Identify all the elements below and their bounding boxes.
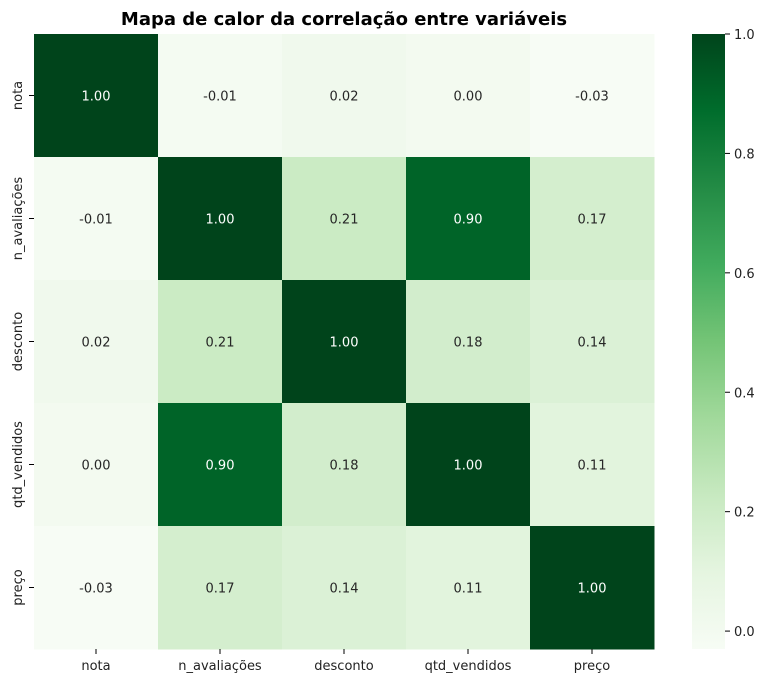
heatmap-cell [34, 526, 159, 650]
heatmap-cell [158, 280, 283, 404]
heatmap-cell [158, 157, 283, 281]
y-axis-tick-label: preço [11, 569, 26, 605]
cell-value-label: 0.00 [454, 90, 483, 105]
colorbar [692, 34, 725, 649]
heatmap-cell [530, 157, 655, 281]
cell-value-label: 0.90 [454, 213, 483, 228]
cell-value-label: -0.01 [79, 213, 113, 228]
x-axis-tick-label: qtd_vendidos [425, 659, 512, 674]
cell-value-label: 0.02 [82, 336, 111, 351]
colorbar-tick-labels: 0.0 0.2 0.4 0.6 0.8 1.0 [725, 28, 755, 640]
colorbar-tick-label: 0.4 [734, 386, 755, 401]
cell-value-label: 0.11 [454, 582, 483, 597]
cell-value-label: 0.21 [206, 336, 235, 351]
cell-value-label: 1.00 [206, 213, 235, 228]
heatmap-cell [530, 526, 655, 650]
heatmap-cell [282, 34, 407, 158]
heatmap-cell [406, 526, 531, 650]
x-axis-tick-label: n_avaliações [178, 659, 262, 674]
cell-value-label: 0.00 [82, 459, 111, 474]
heatmap-cell [406, 403, 531, 527]
y-axis-tick-label: qtd_vendidos [11, 421, 26, 508]
heatmap-cell [406, 157, 531, 281]
colorbar-tick-label: 1.0 [734, 28, 755, 43]
colorbar-tick-label: 0.8 [734, 147, 755, 162]
chart-title: Mapa de calor da correlação entre variáv… [121, 9, 567, 30]
colorbar-tick-label: 0.2 [734, 506, 755, 521]
cell-value-label: -0.03 [79, 582, 113, 597]
heatmap-cell [406, 34, 531, 158]
cell-value-label: -0.01 [203, 90, 237, 105]
cell-value-label: 0.14 [330, 582, 359, 597]
heatmap-cell [158, 34, 283, 158]
heatmap-cell [282, 403, 407, 527]
heatmap-cell [530, 280, 655, 404]
cell-value-label: 0.14 [578, 336, 607, 351]
y-axis-tick-labels: nota n_avaliações desconto qtd_vendidos preç… [11, 81, 34, 606]
cell-value-label: 1.00 [454, 459, 483, 474]
y-axis-tick-label: desconto [11, 312, 26, 371]
heatmap-cells: 1.00 -0.01 0.02 0.00 -0.03 -0.01 1.00 0.21 0.90 0… [34, 34, 655, 650]
cell-value-label: 0.18 [330, 459, 359, 474]
cell-value-label: 1.00 [82, 90, 111, 105]
heatmap-cell [34, 157, 159, 281]
x-axis-tick-labels: nota n_avaliações desconto qtd_vendidos preç… [81, 649, 610, 674]
x-axis-tick-label: desconto [314, 659, 373, 674]
cell-value-label: 0.11 [578, 459, 607, 474]
x-axis-tick-label: preço [574, 659, 610, 674]
heatmap-cell [530, 403, 655, 527]
heatmap-cell [282, 526, 407, 650]
heatmap-cell [34, 280, 159, 404]
heatmap-cell [34, 403, 159, 527]
heatmap-cell [530, 34, 655, 158]
cell-value-label: 0.90 [206, 459, 235, 474]
colorbar-tick-label: 0.0 [734, 625, 755, 640]
heatmap-cell [158, 526, 283, 650]
cell-value-label: 1.00 [578, 582, 607, 597]
heatmap-cell [282, 280, 407, 404]
y-axis-tick-label: nota [11, 81, 26, 110]
colorbar-tick-label: 0.6 [734, 267, 755, 282]
cell-value-label: 0.21 [330, 213, 359, 228]
cell-value-label: 0.17 [206, 582, 235, 597]
heatmap-cell [158, 403, 283, 527]
cell-value-label: -0.03 [575, 90, 609, 105]
y-axis-tick-label: n_avaliações [11, 177, 26, 261]
x-axis-tick-label: nota [81, 659, 110, 674]
heatmap-cell [34, 34, 159, 158]
cell-value-label: 0.18 [454, 336, 483, 351]
heatmap-cell [282, 157, 407, 281]
heatmap-cell [406, 280, 531, 404]
cell-value-label: 0.17 [578, 213, 607, 228]
cell-value-label: 1.00 [330, 336, 359, 351]
cell-value-label: 0.02 [330, 90, 359, 105]
